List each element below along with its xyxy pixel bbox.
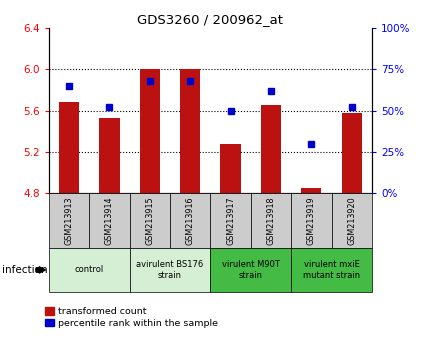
Text: GSM213920: GSM213920 [347,196,356,245]
Bar [301,188,321,193]
Text: GSM213913: GSM213913 [65,196,74,245]
Bar [332,193,372,248]
Text: GSM213918: GSM213918 [266,196,275,245]
Bar [49,248,130,292]
Text: virulent M90T
strain: virulent M90T strain [222,260,280,280]
Bar [221,143,241,193]
Bar [342,113,362,193]
Bar [130,248,210,292]
Bar [170,193,210,248]
Bar [261,105,281,193]
Text: control: control [75,266,104,274]
Title: GDS3260 / 200962_at: GDS3260 / 200962_at [137,13,283,26]
Text: GSM213915: GSM213915 [145,196,154,245]
Text: avirulent BS176
strain: avirulent BS176 strain [136,260,204,280]
Bar [291,193,332,248]
Bar [291,248,372,292]
Bar [49,193,89,248]
Bar [59,102,79,193]
Text: infection: infection [2,265,48,275]
Bar [140,69,160,193]
Text: GSM213917: GSM213917 [226,196,235,245]
Bar [99,118,119,193]
Bar [251,193,291,248]
Bar [180,69,200,193]
Bar [210,248,291,292]
Bar [210,193,251,248]
Text: GSM213914: GSM213914 [105,196,114,245]
Text: GSM213919: GSM213919 [307,196,316,245]
Text: GSM213916: GSM213916 [186,196,195,245]
Legend: transformed count, percentile rank within the sample: transformed count, percentile rank withi… [45,307,218,328]
Bar [89,193,130,248]
Text: virulent mxiE
mutant strain: virulent mxiE mutant strain [303,260,360,280]
Bar [130,193,170,248]
